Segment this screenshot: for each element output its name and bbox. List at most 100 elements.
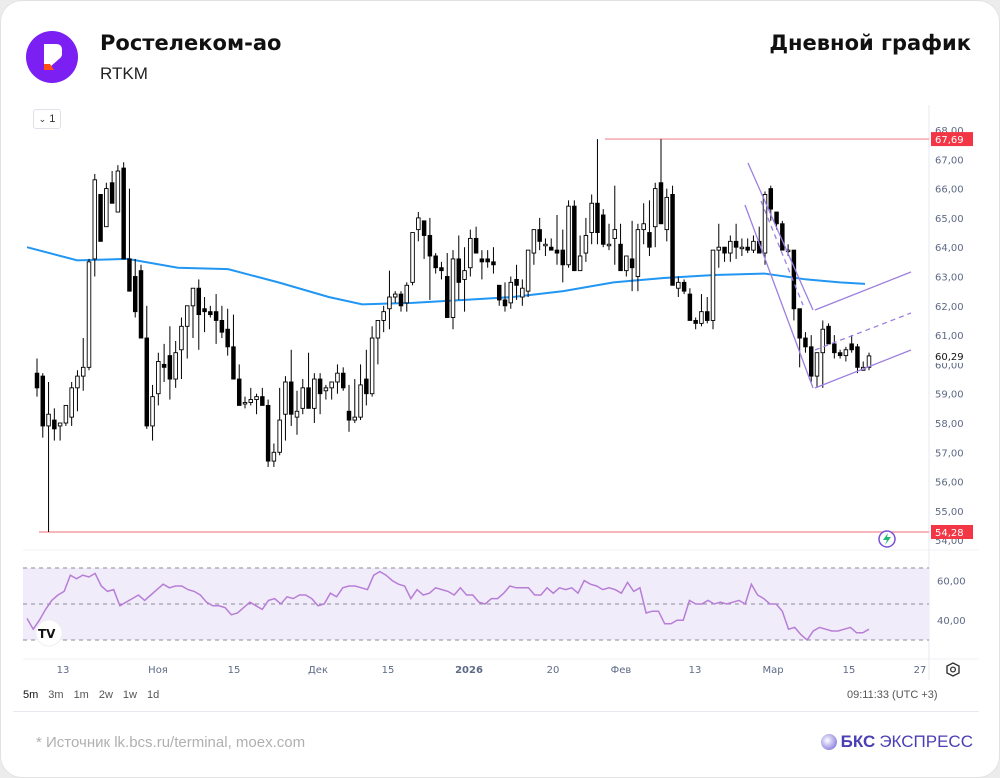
candle[interactable] — [577, 255, 583, 272]
candle[interactable] — [762, 194, 768, 254]
candle[interactable] — [560, 249, 566, 266]
candle[interactable] — [40, 375, 46, 427]
candle[interactable] — [213, 311, 219, 321]
candle[interactable] — [144, 337, 150, 427]
candle[interactable] — [387, 296, 392, 310]
candle[interactable] — [421, 220, 427, 236]
candle[interactable] — [537, 229, 542, 242]
candle[interactable] — [468, 237, 473, 269]
candle[interactable] — [687, 293, 693, 321]
candle[interactable] — [69, 387, 74, 418]
candle[interactable] — [306, 387, 311, 409]
candle[interactable] — [63, 404, 69, 424]
candle[interactable] — [491, 261, 496, 266]
collapse-legend-button[interactable]: ⌄ 1 — [33, 109, 61, 129]
candle[interactable] — [375, 319, 381, 339]
candle[interactable] — [647, 232, 652, 248]
candle[interactable] — [236, 378, 242, 406]
candle[interactable] — [184, 305, 190, 327]
candle[interactable] — [832, 343, 837, 354]
candle[interactable] — [664, 196, 670, 231]
candle[interactable] — [312, 378, 317, 409]
candle[interactable] — [202, 308, 207, 313]
candle[interactable] — [566, 205, 571, 266]
candle[interactable] — [589, 202, 594, 233]
range-2w[interactable]: 2w — [98, 689, 113, 701]
range-1m[interactable]: 1m — [73, 689, 89, 701]
candle[interactable] — [398, 293, 404, 307]
candle[interactable] — [855, 346, 860, 368]
candle[interactable] — [150, 396, 155, 427]
candle[interactable] — [277, 419, 282, 453]
moving-average-line[interactable] — [26, 246, 866, 306]
candle[interactable] — [109, 182, 115, 204]
candle[interactable] — [98, 194, 103, 242]
candle[interactable] — [115, 170, 121, 213]
candle[interactable] — [843, 349, 849, 357]
candle[interactable] — [86, 261, 92, 368]
candle[interactable] — [583, 235, 589, 254]
candle[interactable] — [595, 202, 600, 233]
candle[interactable] — [173, 352, 178, 380]
candle[interactable] — [329, 381, 334, 389]
candle[interactable] — [317, 378, 323, 395]
candle[interactable] — [814, 352, 820, 377]
candle[interactable] — [323, 387, 329, 392]
candle[interactable] — [167, 355, 173, 380]
candle[interactable] — [364, 378, 369, 395]
candle[interactable] — [462, 270, 467, 280]
candle[interactable] — [635, 229, 641, 277]
candle[interactable] — [161, 363, 167, 368]
candle[interactable] — [768, 188, 774, 210]
candle[interactable] — [658, 182, 664, 225]
candle[interactable] — [485, 258, 490, 263]
candle[interactable] — [104, 188, 109, 228]
candle[interactable] — [496, 284, 502, 301]
candle[interactable] — [358, 384, 363, 418]
candle[interactable] — [52, 419, 57, 430]
candle[interactable] — [190, 287, 196, 307]
candle[interactable] — [248, 399, 254, 403]
candle[interactable] — [225, 328, 230, 348]
trend-channels[interactable] — [744, 162, 912, 389]
candle[interactable] — [416, 217, 421, 231]
candle[interactable] — [733, 240, 739, 248]
candle[interactable] — [548, 246, 554, 251]
candle[interactable] — [849, 343, 854, 351]
candle[interactable] — [745, 246, 750, 251]
candle[interactable] — [751, 240, 756, 251]
candle[interactable] — [670, 194, 675, 286]
range-5m[interactable]: 5m — [23, 689, 39, 701]
tradingview-logo-icon[interactable]: TV — [35, 619, 63, 647]
candle[interactable] — [283, 381, 288, 415]
candle[interactable] — [618, 243, 623, 272]
candle[interactable] — [652, 188, 658, 228]
candle[interactable] — [57, 422, 63, 427]
range-1w[interactable]: 1w — [122, 689, 137, 701]
candle[interactable] — [346, 410, 352, 421]
candle[interactable] — [803, 337, 808, 348]
candle[interactable] — [294, 410, 300, 418]
candle[interactable] — [716, 246, 722, 251]
range-1d[interactable]: 1d — [146, 689, 160, 701]
candle[interactable] — [837, 352, 843, 357]
rsi-line[interactable] — [26, 570, 870, 642]
candle[interactable] — [502, 299, 508, 307]
candle[interactable] — [514, 278, 519, 286]
candle[interactable] — [728, 240, 733, 254]
candle[interactable] — [456, 258, 462, 283]
candle[interactable] — [392, 293, 398, 298]
candle[interactable] — [525, 249, 531, 292]
candle[interactable] — [254, 396, 259, 401]
candle[interactable] — [612, 229, 618, 239]
candle[interactable] — [410, 232, 415, 283]
candle[interactable] — [826, 325, 831, 345]
candle[interactable] — [479, 258, 485, 263]
candle[interactable] — [820, 328, 826, 354]
candle[interactable] — [433, 255, 438, 269]
candle[interactable] — [774, 211, 779, 225]
candle[interactable] — [381, 311, 386, 321]
candle[interactable] — [80, 366, 86, 377]
candle[interactable] — [335, 372, 340, 383]
candle[interactable] — [427, 235, 433, 257]
